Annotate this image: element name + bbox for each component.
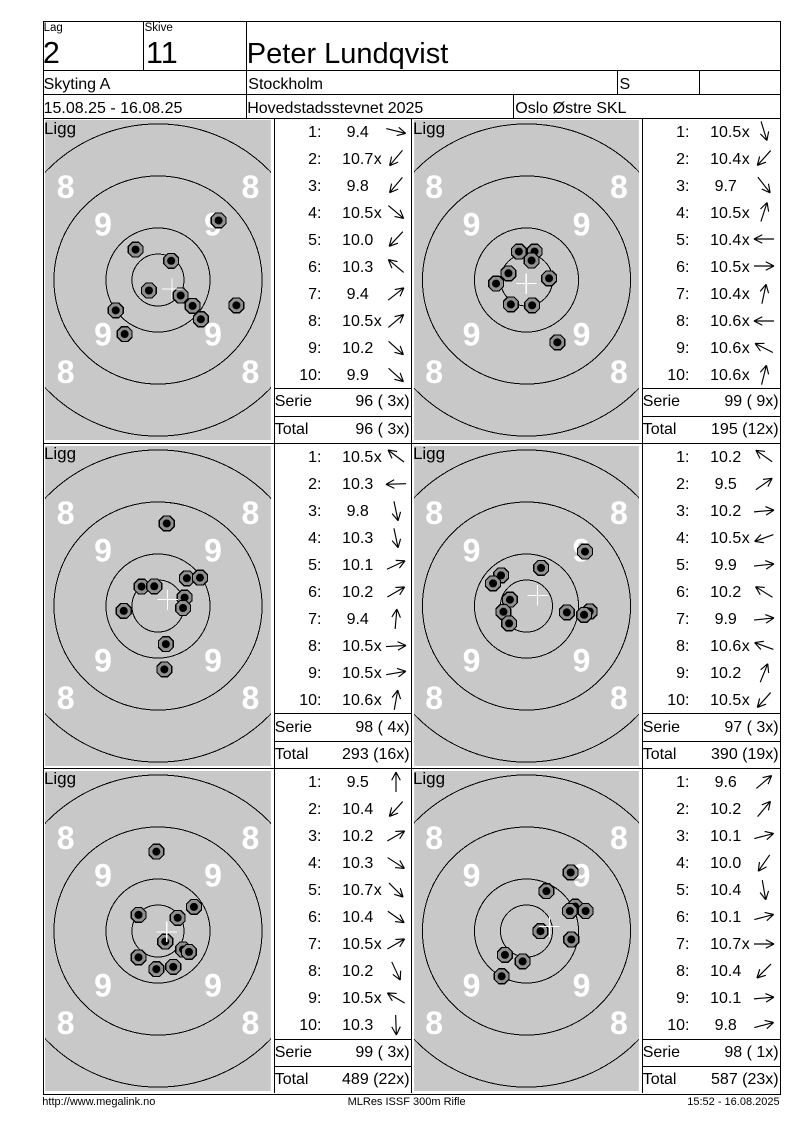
svg-text:9: 9: [462, 967, 480, 1003]
svg-text:8: 8: [56, 170, 74, 206]
svg-text:9: 9: [94, 532, 112, 568]
svg-text:8: 8: [610, 495, 628, 531]
svg-text:9: 9: [462, 857, 480, 893]
svg-text:8: 8: [241, 1005, 259, 1041]
svg-text:8: 8: [425, 170, 443, 206]
svg-text:8: 8: [425, 354, 443, 390]
svg-text:8: 8: [610, 820, 628, 856]
svg-text:9: 9: [572, 317, 590, 353]
svg-text:8: 8: [610, 679, 628, 715]
svg-text:9: 9: [94, 857, 112, 893]
svg-text:8: 8: [610, 170, 628, 206]
svg-text:8: 8: [241, 354, 259, 390]
svg-text:8: 8: [56, 1005, 74, 1041]
svg-text:9: 9: [462, 532, 480, 568]
svg-text:8: 8: [425, 1005, 443, 1041]
svg-text:9: 9: [94, 317, 112, 353]
svg-text:9: 9: [572, 857, 590, 893]
svg-text:9: 9: [572, 207, 590, 243]
svg-text:9: 9: [204, 532, 222, 568]
svg-text:9: 9: [94, 207, 112, 243]
svg-text:8: 8: [241, 170, 259, 206]
svg-text:9: 9: [94, 642, 112, 678]
svg-text:9: 9: [462, 642, 480, 678]
svg-text:9: 9: [204, 642, 222, 678]
svg-text:8: 8: [241, 820, 259, 856]
svg-text:9: 9: [204, 967, 222, 1003]
svg-text:8: 8: [425, 679, 443, 715]
svg-text:9: 9: [572, 967, 590, 1003]
svg-text:9: 9: [462, 317, 480, 353]
svg-text:8: 8: [610, 1005, 628, 1041]
svg-text:8: 8: [425, 820, 443, 856]
svg-text:8: 8: [56, 495, 74, 531]
svg-text:8: 8: [241, 495, 259, 531]
svg-text:9: 9: [204, 317, 222, 353]
svg-text:9: 9: [572, 642, 590, 678]
svg-text:8: 8: [425, 495, 443, 531]
svg-text:9: 9: [462, 207, 480, 243]
svg-text:9: 9: [94, 967, 112, 1003]
svg-text:8: 8: [241, 679, 259, 715]
svg-text:8: 8: [56, 820, 74, 856]
svg-text:8: 8: [610, 354, 628, 390]
svg-text:8: 8: [56, 354, 74, 390]
svg-text:8: 8: [56, 679, 74, 715]
svg-text:9: 9: [204, 857, 222, 893]
